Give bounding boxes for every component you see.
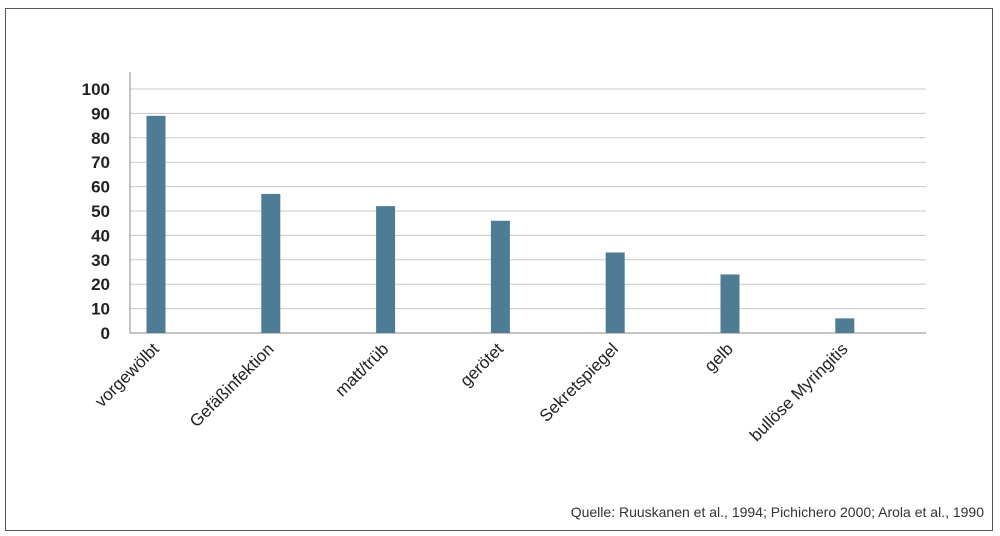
bar [261,193,281,333]
category-label: matt/trüb [332,339,393,400]
bar [835,318,855,333]
bar [605,252,625,333]
y-tick-label: 70 [91,153,110,172]
y-tick-label: 50 [91,202,110,221]
y-tick-label: 20 [91,275,110,294]
y-tick-label: 60 [91,178,110,197]
category-label: gelb [701,339,737,375]
source-note: Quelle: Ruuskanen et al., 1994; Pichiche… [570,504,984,520]
category-label: Gefäßinfektion [186,339,278,431]
y-tick-label: 30 [91,251,110,270]
bar [376,206,396,333]
y-tick-label: 90 [91,104,110,123]
category-label: Sekretspiegel [536,339,622,425]
y-tick-label: 10 [91,300,110,319]
bar [146,115,166,333]
bar [720,274,740,333]
category-label: vorgewölbt [91,339,163,411]
bar [490,220,510,333]
y-tick-label: 40 [91,226,110,245]
y-tick-label: 100 [82,80,110,99]
category-label: gerötet [456,339,507,390]
category-label: bullöse Myringitis [746,339,852,445]
y-tick-label: 0 [101,324,110,343]
y-tick-label: 80 [91,129,110,148]
